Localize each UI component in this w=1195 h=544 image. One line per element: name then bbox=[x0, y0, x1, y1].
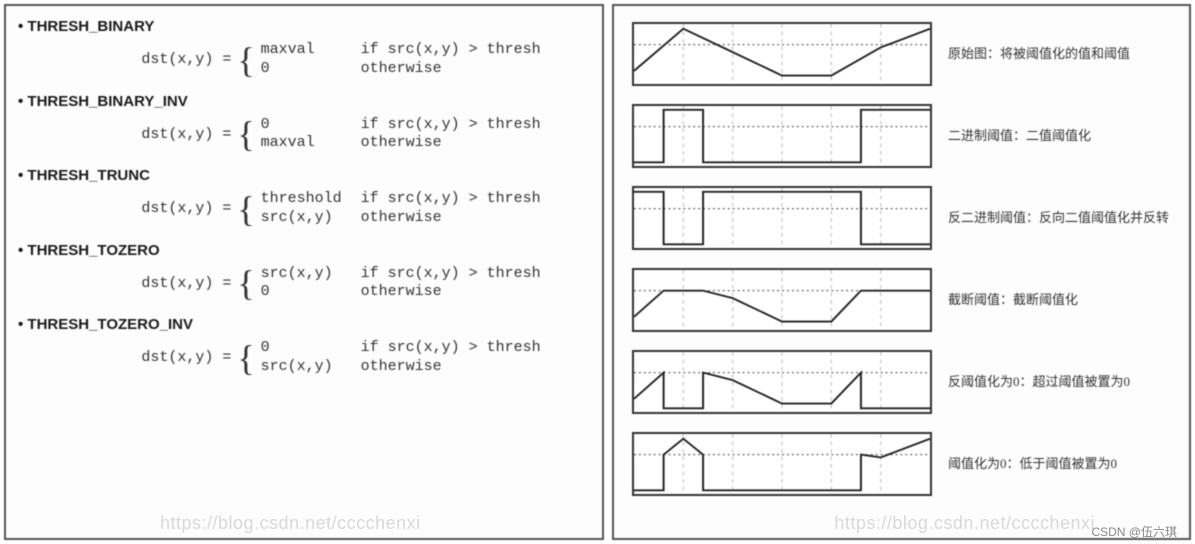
definition-block: THRESH_TRUNC dst(x,y) = { threshold if src(x… bbox=[18, 167, 584, 228]
diagram-box bbox=[632, 268, 932, 332]
formula-lhs: dst(x,y) = bbox=[141, 126, 231, 143]
definition-title: THRESH_BINARY_INV bbox=[18, 93, 584, 110]
formula-case-value: src(x,y) bbox=[261, 209, 351, 228]
formula-case-row: 0 if src(x,y) > thresh bbox=[261, 116, 541, 135]
formula-cases: 0 if src(x,y) > thresh maxval otherwise bbox=[261, 116, 541, 154]
diagram-label: 二进制阈值：二值阈值化 bbox=[948, 127, 1091, 145]
definition-formula: dst(x,y) = {0 if src(x,y) > thresh maxval ot… bbox=[98, 116, 584, 154]
formula-case-value: maxval bbox=[261, 41, 351, 60]
formula-case-condition: otherwise bbox=[361, 209, 442, 228]
formula-lhs: dst(x,y) = bbox=[141, 349, 231, 366]
diagram-box bbox=[632, 432, 932, 496]
formula-case-condition: otherwise bbox=[361, 358, 442, 377]
formula-case-row: src(x,y) otherwise bbox=[261, 358, 541, 377]
formula-case-value: threshold bbox=[261, 190, 351, 209]
formula-case-value: src(x,y) bbox=[261, 265, 351, 284]
definition-block: THRESH_BINARY dst(x,y) = { maxval if src(x,y… bbox=[18, 18, 584, 79]
definition-formula: dst(x,y) ={src(x,y)if src(x,y) > thresh0… bbox=[98, 265, 584, 303]
definition-title: THRESH_TOZERO_INV bbox=[18, 316, 584, 333]
formula-case-row: threshold if src(x,y) > thresh bbox=[261, 190, 541, 209]
definition-title: THRESH_BINARY bbox=[18, 18, 584, 35]
diagram-box bbox=[632, 104, 932, 168]
diagram-box bbox=[632, 186, 932, 250]
formula-case-condition: if src(x,y) > thresh bbox=[361, 265, 541, 284]
diagram-box bbox=[632, 350, 932, 414]
formula-lhs: dst(x,y) = bbox=[141, 275, 231, 292]
formula-case-value: 0 bbox=[261, 60, 351, 79]
formula-case-row: src(x,y) otherwise bbox=[261, 209, 541, 228]
definition-block: THRESH_TOZERO dst(x,y) = { src(x,y) if src(x… bbox=[18, 242, 584, 303]
diagram-row: 反二进制阈值：反向二值阈值化并反转 bbox=[632, 184, 1179, 252]
diagram-row: 反阈值化为0：超过阈值被置为0 bbox=[632, 348, 1179, 416]
definition-title: THRESH_TOZERO bbox=[18, 242, 584, 259]
definitions-panel: THRESH_BINARY dst(x,y) = { maxval if src(x,y… bbox=[4, 4, 604, 540]
attribution-text: CSDN @伍六琪 bbox=[1091, 523, 1177, 540]
formula-lhs: dst(x,y) = bbox=[141, 200, 231, 217]
formula-case-row: 0 if src(x,y) > thresh bbox=[261, 339, 541, 358]
formula-case-value: src(x,y) bbox=[261, 358, 351, 377]
signal-path bbox=[634, 29, 930, 76]
formula-case-condition: otherwise bbox=[361, 283, 442, 302]
main-container: THRESH_BINARY dst(x,y) = { maxval if src(x,y… bbox=[0, 0, 1195, 544]
definition-formula: dst(x,y) = { maxval if src(x,y) > thresh 0 ot… bbox=[98, 41, 584, 79]
definition-block: THRESH_TOZERO_INV dst(x,y) = {0 if src(x,y)… bbox=[18, 316, 584, 377]
brace-icon: { bbox=[237, 119, 254, 149]
formula-cases: threshold if src(x,y) > thresh src(x,y) oth… bbox=[261, 190, 541, 228]
formula-cases: src(x,y) if src(x,y) > thresh 0 otherwise bbox=[261, 265, 541, 303]
definition-formula: dst(x,y) = { threshold if src(x,y) > thresh… bbox=[98, 190, 584, 228]
diagram-box bbox=[632, 22, 932, 86]
formula-case-condition: if src(x,y) > thresh bbox=[361, 190, 541, 209]
formula-case-row: maxval otherwise bbox=[261, 134, 541, 153]
brace-icon: { bbox=[237, 45, 254, 75]
formula-lhs: dst(x,y) = bbox=[141, 51, 231, 68]
formula-case-condition: otherwise bbox=[361, 60, 442, 79]
diagram-label: 阈值化为0：低于阈值被置为0 bbox=[948, 455, 1117, 473]
definition-formula: dst(x,y) ={0if src(x,y) > threshsrc(x,y)… bbox=[98, 339, 584, 377]
diagram-row: 阈值化为0：低于阈值被置为0 bbox=[632, 430, 1179, 498]
formula-case-condition: otherwise bbox=[361, 134, 442, 153]
brace-icon: { bbox=[237, 343, 254, 373]
formula-cases: maxval if src(x,y) > thresh 0 otherwise bbox=[261, 41, 541, 79]
formula-case-value: 0 bbox=[261, 339, 351, 358]
formula-case-value: maxval bbox=[261, 134, 351, 153]
diagram-label: 截断阈值：截断阈值化 bbox=[948, 291, 1078, 309]
diagrams-panel: 原始图：将被阈值化的值和阈值二进制阈值：二值阈值化反二进制阈值：反向二值阈值化并… bbox=[612, 4, 1191, 540]
formula-case-condition: if src(x,y) > thresh bbox=[361, 116, 541, 135]
formula-cases: 0 if src(x,y) > thresh src(x,y) otherwise bbox=[261, 339, 541, 377]
diagram-label: 原始图：将被阈值化的值和阈值 bbox=[948, 45, 1130, 63]
brace-icon: { bbox=[237, 268, 254, 298]
formula-case-row: 0 otherwise bbox=[261, 60, 541, 79]
formula-case-row: maxval if src(x,y) > thresh bbox=[261, 41, 541, 60]
formula-case-condition: if src(x,y) > thresh bbox=[361, 41, 541, 60]
formula-case-row: 0 otherwise bbox=[261, 283, 541, 302]
definition-title: THRESH_TRUNC bbox=[18, 167, 584, 184]
diagram-row: 二进制阈值：二值阈值化 bbox=[632, 102, 1179, 170]
formula-case-value: 0 bbox=[261, 116, 351, 135]
formula-case-value: 0 bbox=[261, 283, 351, 302]
formula-case-condition: if src(x,y) > thresh bbox=[361, 339, 541, 358]
diagram-row: 截断阈值：截断阈值化 bbox=[632, 266, 1179, 334]
definition-block: THRESH_BINARY_INV dst(x,y) = {0 if src(x,y)… bbox=[18, 93, 584, 154]
brace-icon: { bbox=[237, 194, 254, 224]
diagram-label: 反二进制阈值：反向二值阈值化并反转 bbox=[948, 209, 1169, 227]
diagram-label: 反阈值化为0：超过阈值被置为0 bbox=[948, 373, 1130, 391]
diagram-row: 原始图：将被阈值化的值和阈值 bbox=[632, 20, 1179, 88]
formula-case-row: src(x,y) if src(x,y) > thresh bbox=[261, 265, 541, 284]
